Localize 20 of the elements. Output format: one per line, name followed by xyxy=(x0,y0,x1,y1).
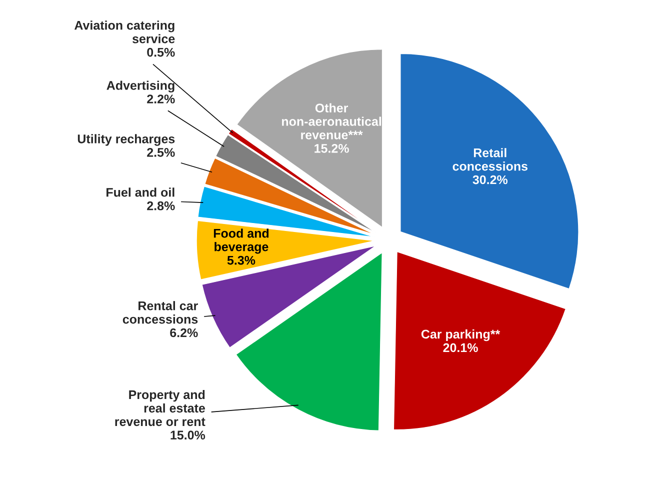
data-label: 0.5% xyxy=(147,48,175,57)
slice-label: Car parking** xyxy=(421,329,500,342)
slice-label: Retail concessions xyxy=(452,148,528,171)
data-label: 2.8% xyxy=(147,201,175,210)
slice-label: Property and real estate revenue or rent xyxy=(115,390,206,426)
slice-label: Utility recharges xyxy=(78,134,175,146)
data-label: 5.3% xyxy=(227,256,256,265)
slice-label: Food and beverage xyxy=(214,228,269,254)
data-label: 15.2% xyxy=(314,144,349,153)
data-label: 20.1% xyxy=(443,343,478,352)
data-label: 6.2% xyxy=(170,328,198,338)
data-label: 30.2% xyxy=(472,175,508,184)
data-label: 2.2% xyxy=(147,94,175,104)
slice-label: Fuel and oil xyxy=(106,188,174,197)
data-label: 2.5% xyxy=(147,148,175,157)
slice-label: Rental car concessions xyxy=(122,301,198,324)
data-label: 15.0% xyxy=(170,430,206,440)
slice-label: Other non-aeronautical revenue*** xyxy=(282,103,382,140)
slice-label: Aviation catering service xyxy=(74,20,175,44)
slice-label: Advertising xyxy=(106,80,174,92)
